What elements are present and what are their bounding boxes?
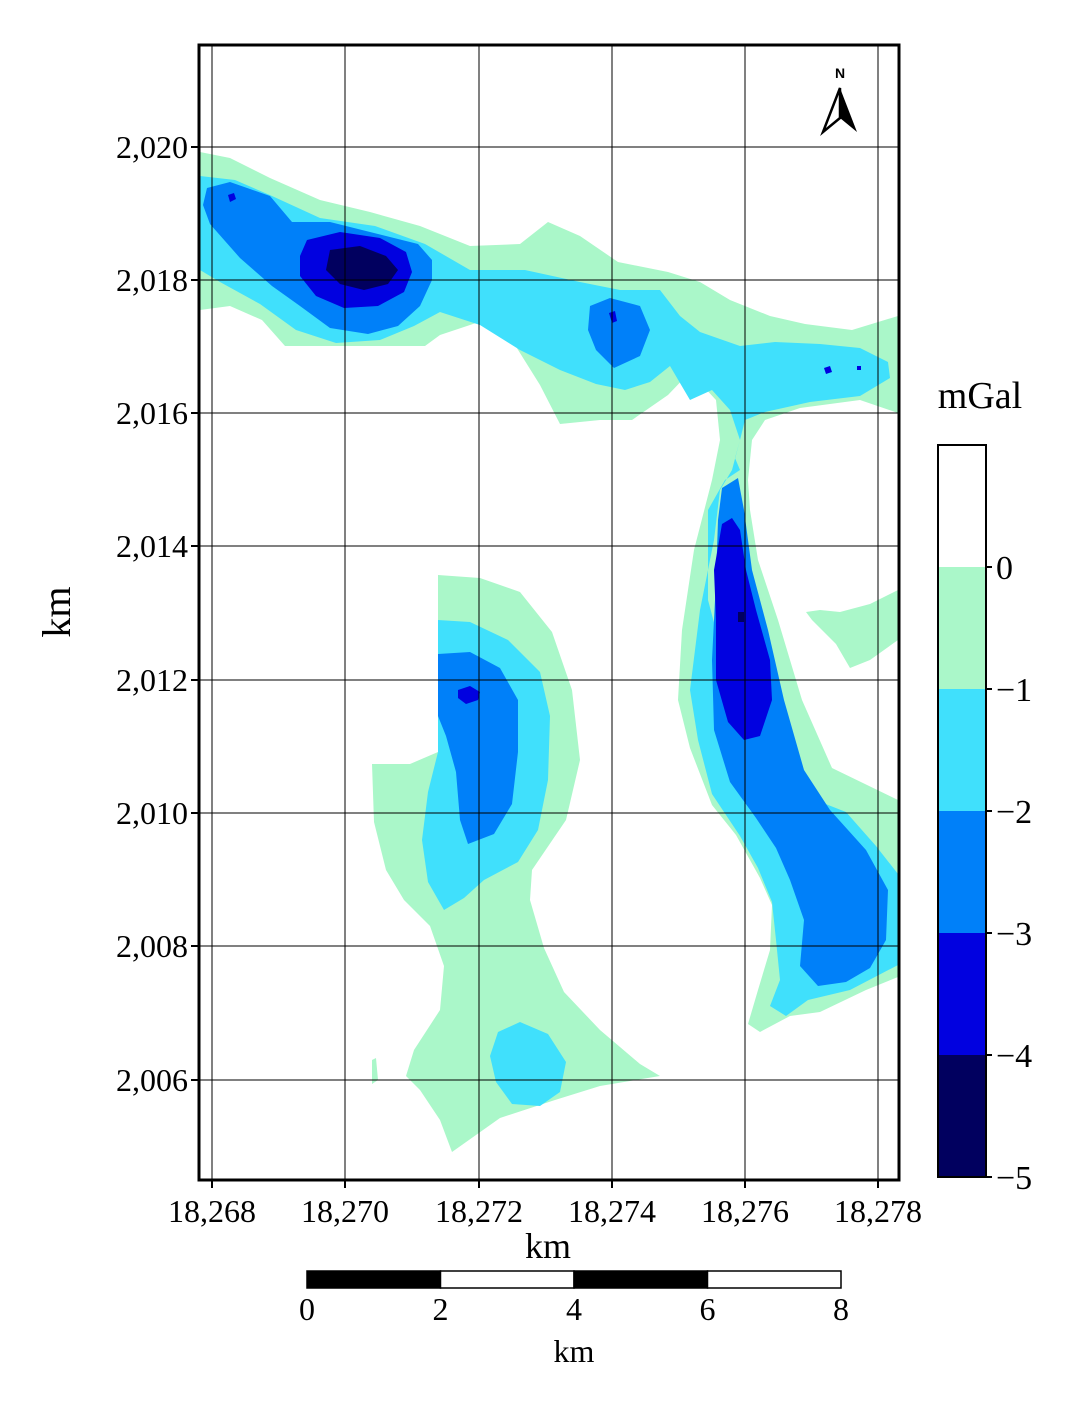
y-tick-label: 2,010: [116, 795, 188, 831]
y-tick-label: 2,014: [116, 528, 188, 564]
legend-color-bar: [937, 444, 987, 1178]
legend-label: −4: [996, 1038, 1032, 1075]
y-tick-label: 2,008: [116, 928, 188, 964]
scale-bar-label: 2: [433, 1291, 449, 1327]
north-label: N: [835, 65, 845, 81]
contour-level-4-south: [458, 686, 480, 704]
legend-label: 0: [996, 550, 1013, 587]
scale-bar-label: 0: [299, 1291, 315, 1327]
scale-bar-label: 8: [833, 1291, 849, 1327]
contour-level-2-north: [200, 176, 898, 1016]
map-frame: [197, 43, 901, 1182]
scale-bar-segment: [306, 1270, 442, 1289]
map-grid: [199, 45, 899, 1180]
x-tick-label: 18,276: [701, 1193, 789, 1229]
scale-bar: 0 2 4 6 8: [299, 1270, 849, 1327]
x-tick-label: 18,278: [834, 1193, 922, 1229]
legend-swatch: [938, 933, 986, 1055]
scale-bar-unit: km: [554, 1333, 595, 1369]
x-tick-label: 18,268: [168, 1193, 256, 1229]
x-tick-label: 18,272: [435, 1193, 523, 1229]
legend-label: −1: [996, 672, 1032, 709]
scale-bar-segment: [439, 1270, 575, 1289]
x-tick-labels: 18,268 18,270 18,272 18,274 18,276 18,278: [168, 1180, 922, 1229]
legend-labels: 0 −1 −2 −3 −4 −5: [986, 550, 1032, 1197]
contour-level-1-tiny-patch: [372, 1058, 378, 1084]
legend-swatch: [938, 811, 986, 933]
y-tick-label: 2,012: [116, 662, 188, 698]
legend-swatch: [938, 689, 986, 811]
legend-label: −3: [996, 916, 1032, 953]
y-tick-labels: 2,020 2,018 2,016 2,014 2,012 2,010 2,008 2,006: [116, 129, 199, 1098]
contour-level-3-north: [203, 182, 888, 986]
contour-fills: [200, 152, 898, 1152]
legend-label: −5: [996, 1160, 1032, 1197]
contour-level-5-north: [326, 246, 744, 622]
contour-level-1-ne-patch: [806, 590, 898, 668]
legend-unit: mGal: [938, 375, 1022, 417]
y-tick-label: 2,020: [116, 129, 188, 165]
x-tick-label: 18,274: [568, 1193, 656, 1229]
contour-level-3-south: [438, 652, 518, 844]
y-tick-label: 2,016: [116, 395, 188, 431]
north-arrow-icon: [820, 87, 857, 136]
scale-bar-label: 4: [566, 1291, 582, 1327]
scale-bar-segment: [706, 1270, 842, 1289]
legend-swatch: [938, 567, 986, 689]
scale-bar-segment: [573, 1270, 709, 1289]
legend-label: −2: [996, 794, 1032, 831]
x-axis-label: km: [525, 1226, 571, 1266]
y-axis-label: km: [34, 586, 79, 637]
x-tick-label: 18,270: [301, 1193, 389, 1229]
y-tick-label: 2,006: [116, 1062, 188, 1098]
y-tick-label: 2,018: [116, 262, 188, 298]
legend-swatch: [938, 445, 986, 567]
legend-swatch: [938, 1055, 986, 1177]
scale-bar-label: 6: [700, 1291, 716, 1327]
